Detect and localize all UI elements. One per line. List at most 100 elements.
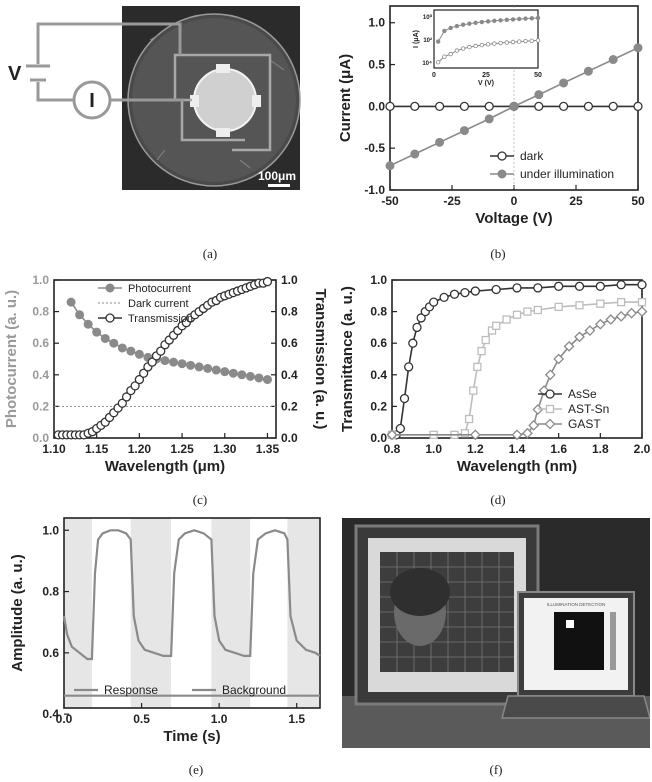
- y2-tick-label: 0.2: [281, 399, 298, 413]
- inset-point: [535, 15, 541, 21]
- data-point: [484, 114, 494, 124]
- data-point: [147, 357, 157, 367]
- caption-d: (d): [490, 492, 506, 507]
- data-point: [399, 393, 410, 404]
- x-axis-label: Time (s): [163, 728, 220, 745]
- x-tick-label: 1.0: [425, 442, 442, 456]
- x-axis-label: Wavelength (nm): [457, 458, 577, 475]
- data-point: [117, 398, 127, 408]
- y-tick-label: 0.6: [370, 336, 387, 350]
- data-point: [459, 101, 470, 112]
- laptop-base: [501, 695, 650, 719]
- data-point: [220, 367, 230, 377]
- legend-label: Response: [104, 683, 158, 697]
- y2-tick-label: 1.0: [281, 273, 298, 287]
- y-tick-label: 0.4: [42, 707, 59, 721]
- x-tick-label: 0.0: [56, 712, 73, 726]
- legend-marker: [105, 283, 115, 293]
- data-point: [156, 346, 166, 356]
- y-tick-label: 0.4: [370, 368, 387, 382]
- y2-tick-label: 0.8: [281, 305, 298, 319]
- x-tick-label: 25: [569, 194, 583, 208]
- x-axis-label: Voltage (V): [475, 210, 552, 227]
- inset-point: [479, 19, 485, 25]
- data-point: [533, 283, 543, 293]
- data-point: [528, 419, 540, 431]
- panel-a: V I 100μm: [8, 6, 301, 190]
- data-point: [594, 318, 606, 330]
- inset-point: [517, 16, 522, 22]
- y2-axis-label: Transmission (a. u.): [312, 289, 329, 430]
- data-point: [575, 301, 584, 310]
- y-tick-label: 1.0: [42, 523, 59, 537]
- inset-point: [485, 42, 491, 47]
- data-point: [470, 286, 480, 296]
- x-tick-label: 2.0: [634, 442, 651, 456]
- data-point: [385, 101, 395, 112]
- data-point: [563, 340, 575, 352]
- data-point: [134, 349, 144, 359]
- screen-title: ILLUMINATION DETECTION: [547, 602, 605, 607]
- data-point: [534, 101, 544, 112]
- inset-y-tick-label: 10⁰: [423, 14, 433, 21]
- inset-point: [442, 54, 447, 59]
- inset-point: [517, 39, 522, 44]
- inset-point: [529, 38, 534, 43]
- y-axis-label: Photocurrent (a. u.): [3, 290, 20, 428]
- inset-point: [460, 22, 466, 27]
- data-point: [117, 343, 127, 353]
- inset-point: [492, 41, 497, 46]
- data-point: [469, 429, 481, 441]
- y-tick-label: 1.0: [32, 273, 49, 287]
- legend-marker: [545, 389, 555, 399]
- y-tick-label: 0.4: [32, 368, 49, 382]
- data-point: [633, 43, 643, 53]
- light-on-interval: [130, 518, 172, 708]
- inset-point: [523, 38, 528, 44]
- data-point: [554, 302, 563, 312]
- plot-frame: [53, 279, 277, 439]
- detection-grid: [554, 612, 604, 670]
- data-point: [487, 326, 497, 335]
- data-point: [584, 325, 596, 336]
- chart-d: 0.8 1.0 1.2 1.4 1.6 1.8 2.0 0.0 0.2 0.4 0.6 0.8 1.0 W…: [339, 273, 651, 475]
- inset-point: [454, 23, 460, 29]
- data-point: [502, 315, 511, 324]
- data-point: [410, 101, 420, 112]
- detected-pixel: [566, 620, 574, 628]
- x-axis-label: Wavelength (μm): [105, 458, 225, 475]
- data-point: [608, 101, 618, 112]
- data-point: [595, 281, 605, 291]
- inset-x-tick-label: 50: [534, 72, 542, 79]
- data-point: [439, 292, 449, 303]
- data-point: [512, 310, 522, 319]
- x-tick-label: -50: [381, 194, 399, 208]
- plot-frame: [63, 517, 321, 709]
- circuit-wires: [36, 22, 185, 102]
- ammeter-label: I: [89, 90, 95, 112]
- data-point: [511, 429, 523, 441]
- x-tick-label: 1.2: [467, 442, 484, 456]
- data-point: [574, 331, 585, 343]
- y-tick-label: 0.8: [32, 305, 49, 319]
- data-point: [121, 392, 132, 402]
- data-point: [75, 310, 85, 320]
- data-point: [559, 78, 569, 88]
- y2-tick-label: 0.4: [281, 368, 298, 382]
- caption-b: (b): [490, 246, 506, 261]
- data-point: [449, 289, 460, 299]
- y-tick-label: 1.0: [368, 16, 385, 30]
- inset-point: [467, 21, 472, 26]
- y-tick-label: 0.2: [32, 399, 49, 413]
- data-point: [512, 283, 522, 293]
- data-point: [533, 305, 542, 315]
- inset-point: [498, 18, 503, 23]
- inset-point: [492, 18, 497, 24]
- panel-f: ILLUMINATION DETECTION: [342, 518, 650, 748]
- legend-label: under illumination: [520, 167, 614, 181]
- x-tick-label: 1.10: [42, 442, 66, 456]
- inset-point: [460, 46, 466, 51]
- x-tick-label: 1.35: [256, 442, 280, 456]
- inset-point: [535, 38, 541, 43]
- x-tick-label: -25: [443, 194, 461, 208]
